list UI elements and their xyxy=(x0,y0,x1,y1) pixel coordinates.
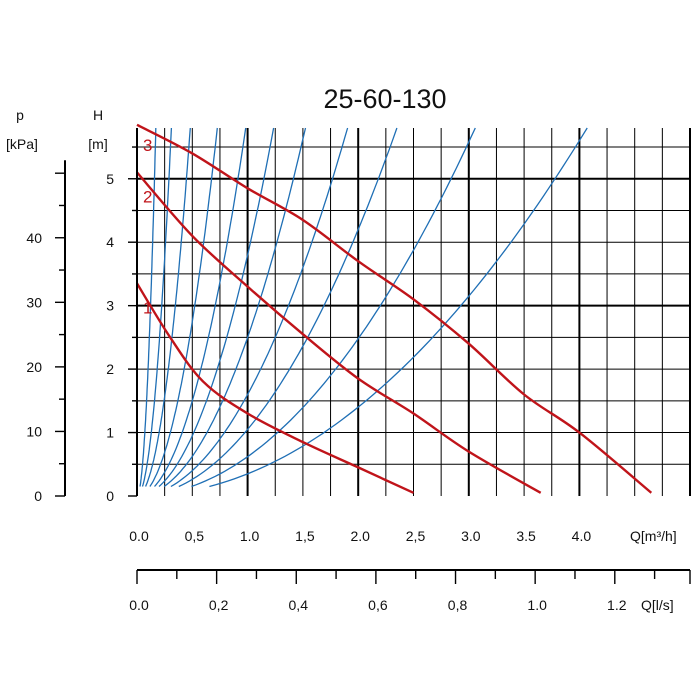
pump-curves: 1 2 3 xyxy=(135,123,653,494)
p-tick-label: 30 xyxy=(26,294,42,310)
chart-title: 25-60-130 xyxy=(323,84,446,114)
q2-tick-label: 0,6 xyxy=(368,597,388,613)
p-axis-unit: [kPa] xyxy=(6,136,38,152)
q-tick-label: 2.0 xyxy=(350,528,370,544)
p-tick-label: 0 xyxy=(34,488,42,504)
system-curve xyxy=(144,127,191,487)
p-tick-label: 20 xyxy=(26,359,42,375)
chart-grid xyxy=(136,128,691,496)
h-tick-label: 3 xyxy=(106,298,114,314)
system-curve xyxy=(149,127,218,487)
q-tick-label: 1,5 xyxy=(295,528,315,544)
q-tick-label: 3.5 xyxy=(516,528,536,544)
system-curve xyxy=(141,127,173,487)
q-tick-label: 4.0 xyxy=(572,528,592,544)
pump-curve-2 xyxy=(136,171,542,494)
x-axis-label: Q[m³/h] xyxy=(630,528,677,544)
q-tick-label: 0,5 xyxy=(185,528,205,544)
q-tick-label: 2,5 xyxy=(406,528,426,544)
q-tick-label: 1.0 xyxy=(240,528,260,544)
q2-tick-label: 0,4 xyxy=(289,597,309,613)
system-curve xyxy=(158,127,275,487)
pump-curve-label-1: 1 xyxy=(143,298,152,317)
p-axis-label: p xyxy=(16,107,24,123)
system-curve xyxy=(209,127,588,488)
system-curve xyxy=(170,127,349,488)
pump-curve-1 xyxy=(135,282,414,494)
h-axis-label: H xyxy=(93,107,103,123)
q2-tick-label: 0,2 xyxy=(209,597,229,613)
q2-tick-label: 1.2 xyxy=(607,597,627,613)
q-tick-label: 0.0 xyxy=(129,528,149,544)
h-tick-label: 1 xyxy=(106,425,114,441)
h-tick-label: 5 xyxy=(106,171,114,187)
x2-axis-label: Q[l/s] xyxy=(641,597,674,613)
h-axis-unit: [m] xyxy=(88,136,107,152)
system-curve xyxy=(139,127,157,487)
p-tick-label: 40 xyxy=(26,230,42,246)
p-tick-label: 10 xyxy=(26,423,42,439)
h-tick-label: 4 xyxy=(106,234,114,250)
q2-tick-label: 0,8 xyxy=(448,597,468,613)
q2-tick-label: 1.0 xyxy=(527,597,547,613)
h-tick-label: 0 xyxy=(106,488,114,504)
h-tick-label: 2 xyxy=(106,361,114,377)
pump-curve-3 xyxy=(136,123,653,494)
system-curve xyxy=(163,127,307,488)
chart-axes: 0 1 2 3 4 5 0 10 20 30 40 0.0 0,5 1.0 1,5 2.0 2,5 3.0 3.5 4… xyxy=(26,128,691,613)
pump-curve-label-3: 3 xyxy=(143,136,152,155)
system-curve xyxy=(191,127,476,488)
system-curves xyxy=(139,127,588,488)
q-tick-label: 3.0 xyxy=(461,528,481,544)
system-curve xyxy=(154,127,247,487)
pump-curve-label-2: 2 xyxy=(143,187,152,206)
system-curve xyxy=(178,127,398,488)
q2-tick-label: 0.0 xyxy=(129,597,149,613)
